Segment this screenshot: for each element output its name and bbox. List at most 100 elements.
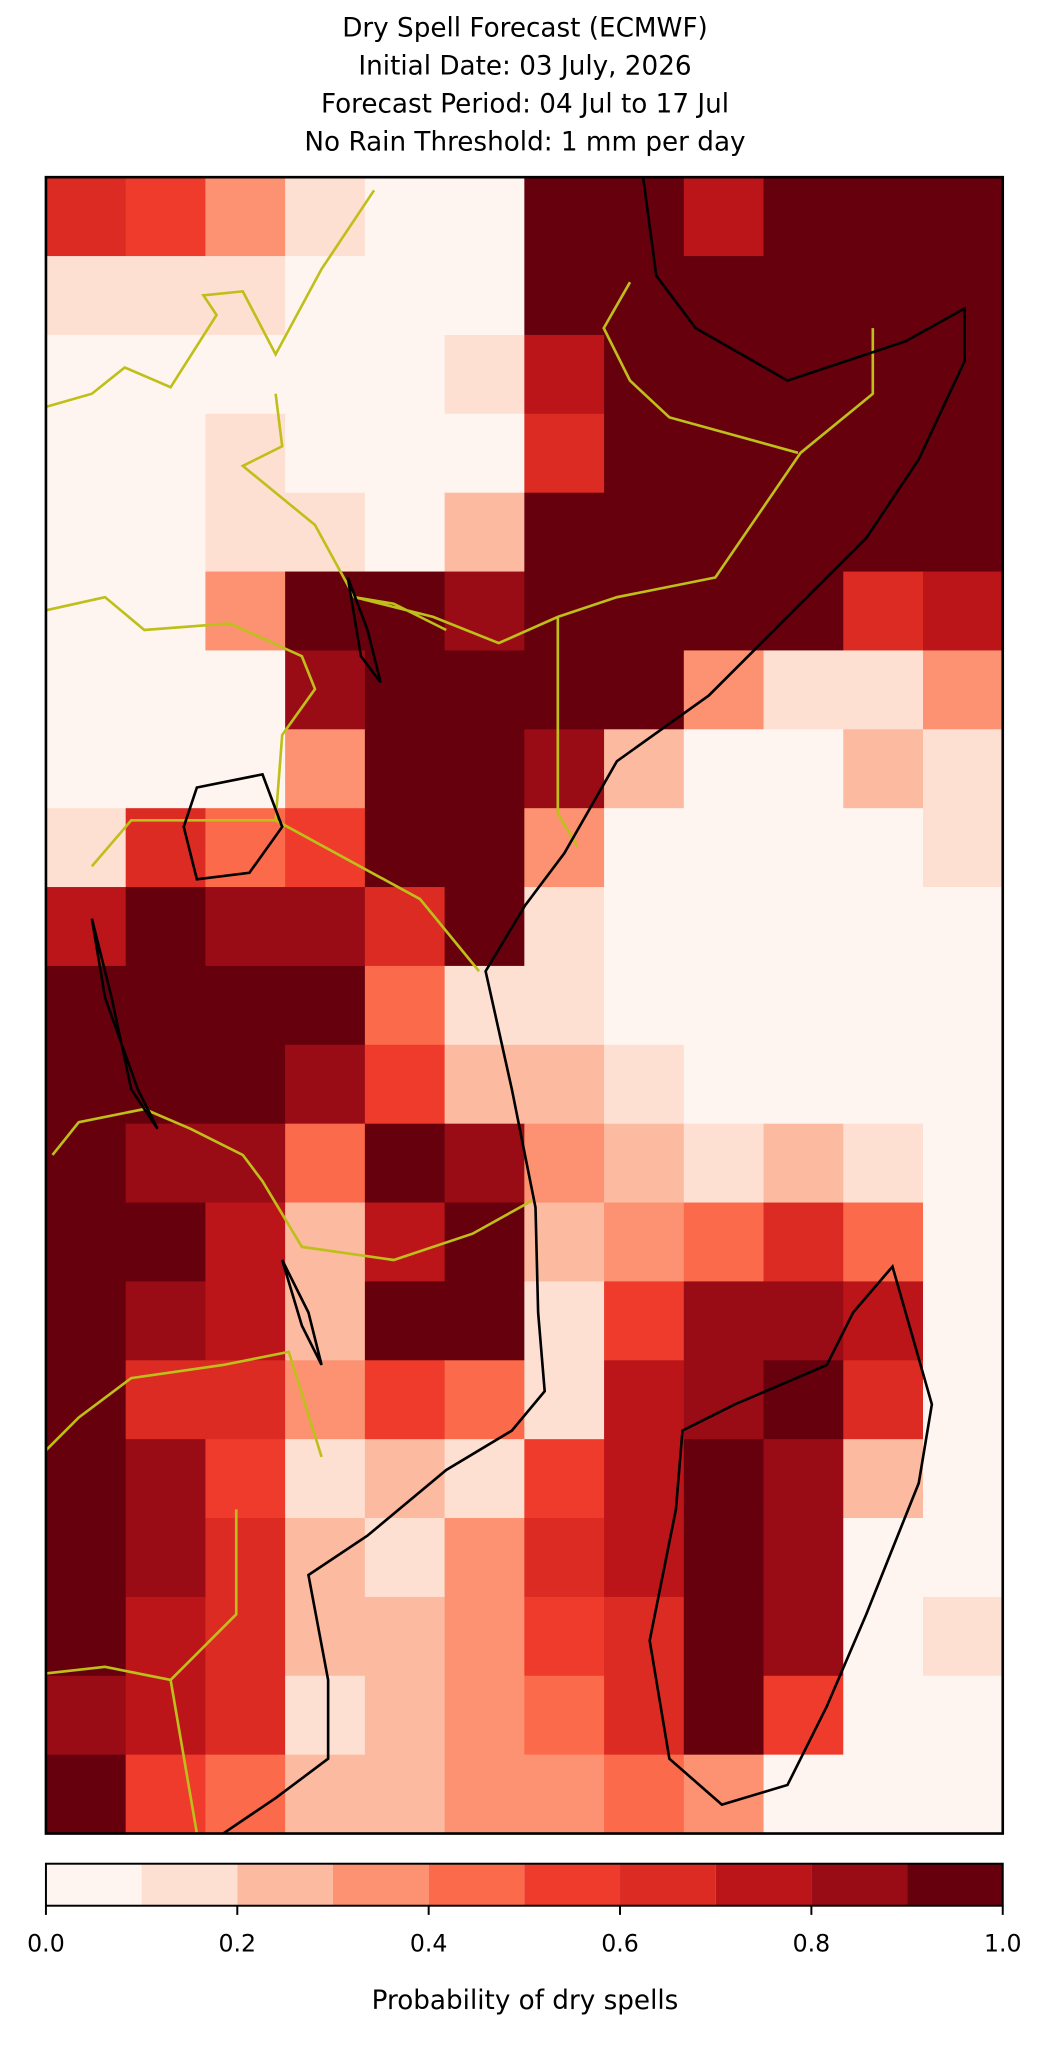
grid-cell: [45, 256, 127, 336]
grid-cell: [364, 1202, 446, 1283]
grid-cell: [205, 492, 286, 573]
grid-cell: [524, 1123, 605, 1204]
grid-cell: [125, 177, 207, 257]
grid-cell: [683, 1360, 765, 1440]
grid-cell: [843, 1518, 924, 1598]
grid-cell: [285, 650, 366, 730]
colorbar-bin: [141, 1863, 238, 1906]
grid-cell: [843, 1123, 924, 1204]
colorbar: 0.0 0.2 0.4 0.6 0.8 1.0: [27, 1863, 1022, 1958]
grid-cell: [364, 1439, 446, 1519]
grid-cell: [45, 650, 127, 730]
grid-cell: [444, 1518, 525, 1598]
grid-cell: [923, 808, 1004, 888]
grid-cell: [923, 1439, 1004, 1519]
grid-cell: [285, 1439, 366, 1519]
grid-cell: [364, 334, 446, 415]
heatmap-grid: [45, 177, 1004, 1835]
grid-cell: [763, 1518, 844, 1598]
colorbar-label: Probability of dry spells: [372, 1986, 679, 2016]
grid-cell: [444, 571, 525, 652]
grid-cell: [683, 492, 765, 573]
grid-cell: [923, 887, 1004, 967]
grid-cell: [285, 1518, 366, 1598]
grid-cell: [683, 729, 765, 809]
grid-cell: [364, 413, 446, 494]
grid-cell: [444, 256, 525, 336]
colorbar-bin: [428, 1863, 525, 1906]
grid-cell: [125, 492, 207, 573]
colorbar-bin: [907, 1863, 1003, 1906]
grid-cell: [125, 1281, 207, 1361]
grid-cell: [843, 571, 924, 652]
colorbar-bin: [524, 1863, 621, 1906]
grid-cell: [763, 650, 844, 730]
colorbar-tick-label: 0.4: [410, 1930, 448, 1958]
grid-cell: [604, 1123, 685, 1204]
grid-cell: [923, 177, 1004, 257]
grid-cell: [205, 1281, 286, 1361]
grid-cell: [843, 1360, 924, 1440]
grid-cell: [763, 1281, 844, 1361]
grid-cell: [843, 1439, 924, 1519]
grid-cell: [45, 1754, 127, 1835]
grid-cell: [125, 887, 207, 967]
grid-cell: [604, 1596, 685, 1677]
grid-cell: [444, 729, 525, 809]
colorbar-tick-label: 1.0: [984, 1930, 1022, 1958]
grid-cell: [444, 1044, 525, 1125]
grid-cell: [524, 1518, 605, 1598]
grid-cell: [683, 1439, 765, 1519]
grid-cell: [285, 413, 366, 494]
grid-cell: [125, 1044, 207, 1125]
grid-cell: [604, 1439, 685, 1519]
grid-cell: [763, 571, 844, 652]
border: [45, 189, 875, 1834]
grid-cell: [285, 1754, 366, 1835]
grid-cell: [125, 1675, 207, 1756]
grid-cell: [604, 965, 685, 1046]
grid-cell: [763, 808, 844, 888]
grid-cell: [45, 1439, 127, 1519]
grid-cell: [763, 492, 844, 573]
grid-cell: [285, 1123, 366, 1204]
grid-cell: [205, 1518, 286, 1598]
grid-cell: [125, 256, 207, 336]
grid-cell: [524, 729, 605, 809]
grid-cell: [604, 650, 685, 730]
coastline: [90, 177, 966, 1835]
grid-cell: [205, 1439, 286, 1519]
grid-cell: [444, 1360, 525, 1440]
grid-cell: [444, 177, 525, 257]
grid-cell: [604, 1675, 685, 1756]
grid-cell: [444, 492, 525, 573]
grid-cell: [763, 887, 844, 967]
grid-cell: [125, 1202, 207, 1283]
grid-cell: [364, 1675, 446, 1756]
grid-cell: [683, 1518, 765, 1598]
grid-cell: [125, 965, 207, 1046]
colorbar-bin: [715, 1863, 812, 1906]
grid-cell: [205, 571, 286, 652]
grid-cell: [763, 1675, 844, 1756]
grid-cell: [444, 1675, 525, 1756]
grid-cell: [604, 1754, 685, 1835]
grid-cell: [763, 177, 844, 257]
grid-cell: [524, 177, 605, 257]
map-frame: [44, 175, 1005, 1835]
colorbar-bin: [811, 1863, 908, 1906]
grid-cell: [364, 1596, 446, 1677]
grid-cell: [604, 571, 685, 652]
grid-cell: [285, 1360, 366, 1440]
chart-title: Forecast Period: 04 Jul to 17 Jul: [321, 89, 729, 119]
grid-cell: [524, 334, 605, 415]
grid-cell: [285, 177, 366, 257]
grid-cell: [683, 650, 765, 730]
grid-cell: [364, 650, 446, 730]
grid-cell: [364, 571, 446, 652]
grid-cell: [923, 256, 1004, 336]
grid-cell: [444, 1202, 525, 1283]
grid-cell: [45, 492, 127, 573]
grid-cell: [364, 1044, 446, 1125]
